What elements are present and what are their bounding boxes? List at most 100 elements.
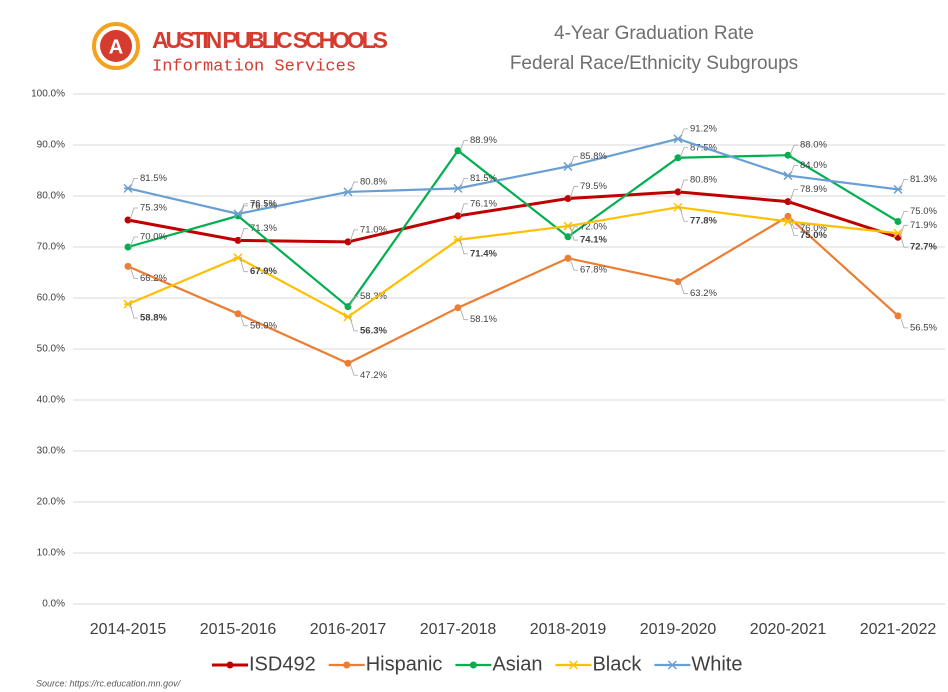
point: [454, 304, 462, 312]
point: [124, 243, 132, 251]
y-tick-label: 40.0%: [37, 395, 65, 406]
leader: [679, 128, 688, 140]
leader: [679, 281, 688, 295]
legend-marker: [568, 660, 578, 670]
x-tick-label: 2016-2017: [310, 621, 387, 638]
data-label: 58.3%: [360, 291, 387, 302]
y-tick-label: 60.0%: [37, 293, 65, 304]
data-label: 84.0%: [800, 160, 827, 171]
leader: [569, 225, 578, 241]
data-label: 71.0%: [360, 224, 387, 235]
leader: [899, 178, 908, 190]
leader: [349, 316, 358, 332]
point: [344, 359, 352, 367]
source: Source: https://rc.education.mn.gov/: [36, 678, 182, 688]
line: [127, 190, 899, 244]
legend-label: Hispanic: [366, 653, 443, 675]
point: [674, 154, 682, 162]
data-label: 75.0%: [800, 230, 827, 241]
data-label: 76.1%: [250, 200, 277, 211]
logo-letter: A: [109, 36, 123, 58]
data-label: 80.8%: [690, 174, 717, 185]
point: [124, 216, 132, 224]
data-label: 72.7%: [910, 242, 937, 253]
data-label: 76.1%: [470, 198, 497, 209]
data-label: 58.1%: [470, 314, 497, 325]
y-tick-label: 100.0%: [31, 89, 65, 100]
point: [674, 278, 682, 286]
x-tick-label: 2018-2019: [530, 621, 607, 638]
y-tick-label: 20.0%: [37, 497, 65, 508]
data-label: 72.0%: [580, 221, 607, 232]
data-label: 79.5%: [580, 181, 607, 192]
y-tick-label: 10.0%: [37, 548, 65, 559]
series: 81.5% 76.5% 80.8% 81.5% 85.8% 91.2% 84.0% 81.3%: [123, 123, 937, 219]
leader: [569, 258, 578, 271]
x-tick-label: 2021-2022: [860, 621, 937, 638]
leader: [129, 266, 138, 279]
leader: [569, 186, 578, 199]
data-label: 70.0%: [140, 232, 167, 243]
line: [127, 137, 899, 215]
leader: [679, 179, 688, 193]
leader: [349, 363, 358, 376]
data-label: 75.0%: [910, 206, 937, 217]
data-label: 58.8%: [140, 313, 167, 324]
leader: [899, 233, 908, 248]
data-label: 76.0%: [800, 223, 827, 234]
point: [124, 262, 132, 270]
leader: [569, 226, 578, 237]
point: [454, 212, 462, 220]
leader: [349, 296, 358, 307]
logo-disc: [100, 30, 132, 62]
chart-subtitle: Federal Race/Ethnicity Subgroups: [510, 53, 798, 74]
series: 66.2% 56.9% 47.2% 58.1% 67.8% 63.2% 76.0% 56.5%: [124, 212, 937, 381]
data-label: 71.4%: [470, 248, 497, 259]
leader: [789, 144, 798, 156]
leader: [789, 165, 798, 176]
department: Information Services: [152, 57, 356, 76]
data-label: 75.3%: [140, 202, 167, 213]
logo: A: [92, 22, 140, 70]
point: [784, 198, 792, 206]
y-tick-label: 70.0%: [37, 242, 65, 253]
leader: [239, 203, 248, 214]
data-label: 77.8%: [690, 216, 717, 227]
leader: [349, 229, 358, 243]
x-tick-label: 2017-2018: [420, 621, 497, 638]
data-label: 88.9%: [470, 135, 497, 146]
x-tick-label: 2019-2020: [640, 621, 717, 638]
point: [344, 238, 352, 246]
data-label: 80.8%: [360, 176, 387, 187]
series: 58.8% 67.9% 56.3% 71.4% 74.1% 77.8% 75.0% 72.7%: [123, 202, 937, 336]
point: [234, 310, 242, 318]
leader: [129, 207, 138, 221]
x-tick-label: 2015-2016: [200, 621, 277, 638]
data-label: 81.5%: [140, 173, 167, 184]
y-tick-label: 80.0%: [37, 191, 65, 202]
legend-marker: [469, 661, 477, 669]
legend-marker: [343, 661, 351, 669]
leader: [129, 236, 138, 248]
legend-marker: [226, 661, 234, 669]
point: [784, 151, 792, 159]
legend-label: ISD492: [249, 653, 316, 675]
y-tick-label: 30.0%: [37, 446, 65, 457]
leader: [459, 203, 468, 217]
point: [894, 218, 902, 225]
leader: [569, 156, 578, 167]
leader: [459, 140, 468, 151]
leader: [129, 304, 138, 319]
data-label: 47.2%: [360, 370, 387, 381]
data-label: 71.9%: [910, 220, 937, 231]
x-tick-label: 2014-2015: [90, 621, 167, 638]
line: [127, 149, 899, 309]
point: [674, 188, 682, 196]
legend-label: White: [691, 653, 742, 675]
leader: [239, 257, 248, 273]
data-label: 56.3%: [360, 325, 387, 336]
data-label: 88.0%: [800, 140, 827, 151]
leader: [349, 181, 358, 193]
y-tick-label: 0.0%: [42, 599, 65, 610]
